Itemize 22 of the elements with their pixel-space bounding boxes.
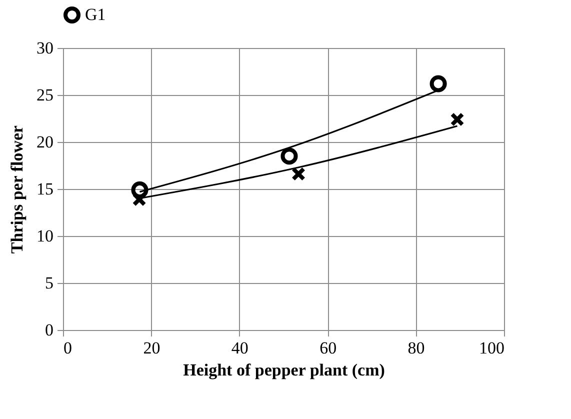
x-tick-label: 40 (231, 338, 248, 358)
x-tick-label: 0 (64, 338, 72, 358)
x-tick-label: 20 (143, 338, 160, 358)
y-tick-label: 25 (36, 86, 54, 104)
point (280, 148, 298, 165)
x-tick-label: 100 (479, 338, 504, 358)
y-tick-label: 15 (36, 180, 54, 198)
y-tick-label: 30 (36, 38, 54, 58)
x-tick-label: 80 (408, 338, 425, 358)
y-axis-title: Thrips per flower (8, 124, 26, 254)
x-tick-label: 60 (320, 338, 337, 358)
point (430, 75, 447, 92)
point (131, 181, 148, 198)
y-tick-label: 10 (36, 226, 54, 246)
x-axis-title: Height of pepper plant (cm) (183, 360, 385, 380)
y-tick-label: 20 (36, 132, 54, 152)
point (132, 192, 146, 206)
y-tick-label: 0 (45, 320, 54, 340)
point (450, 112, 464, 126)
legend-label: G1 (85, 5, 106, 24)
y-tick-label: 5 (45, 274, 54, 292)
point (291, 166, 306, 182)
